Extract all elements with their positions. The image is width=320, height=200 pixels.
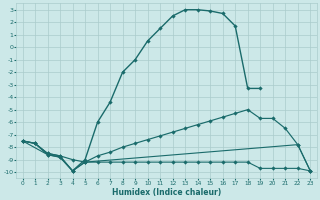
X-axis label: Humidex (Indice chaleur): Humidex (Indice chaleur): [112, 188, 221, 197]
